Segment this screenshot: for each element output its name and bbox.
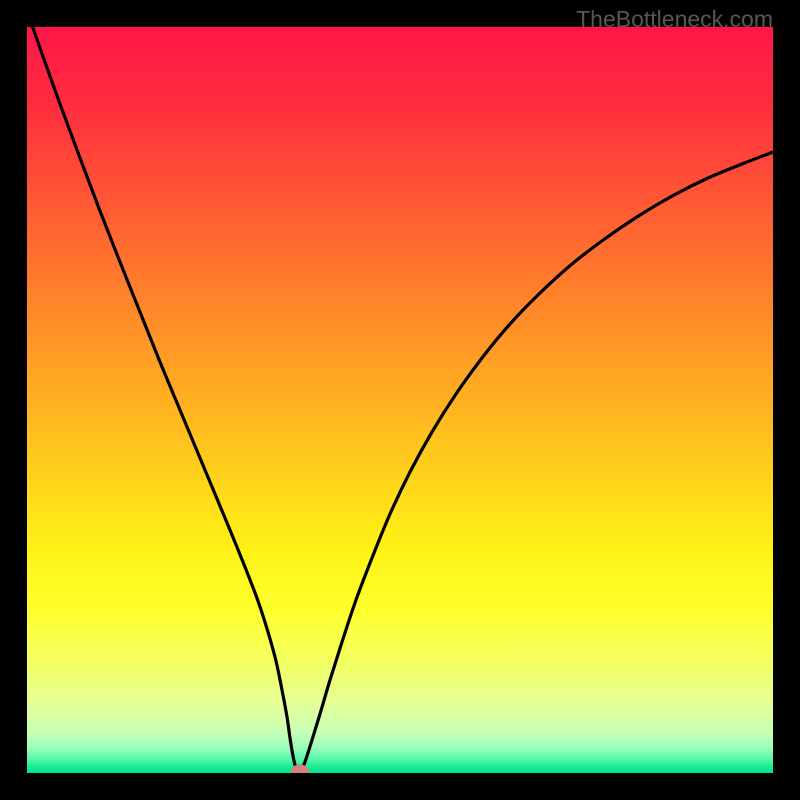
- chart-container: TheBottleneck.com: [0, 0, 800, 800]
- gradient-background: [27, 27, 773, 773]
- watermark-text: TheBottleneck.com: [576, 6, 773, 33]
- plot-area: [0, 0, 800, 800]
- chart-svg: [0, 0, 800, 800]
- minimum-marker: [291, 765, 309, 778]
